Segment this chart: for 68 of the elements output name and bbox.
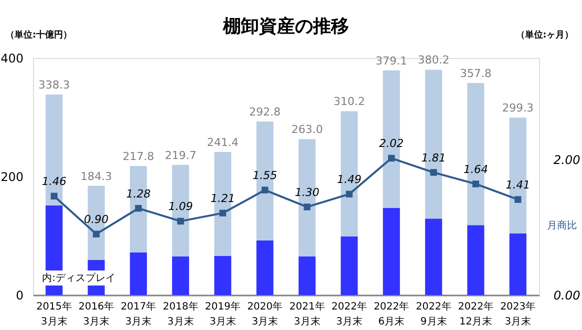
point [92,230,100,238]
total-label: 338.3 [38,78,70,92]
y-axis-title: （単位:十億円） [6,30,72,40]
point [346,190,353,198]
x-tick-label: 2020年 3月末 [247,300,283,328]
total-label: 379.1 [376,54,408,68]
x-tick-label: 2022年 9月末 [416,300,452,328]
x-tick-label: 2015年 3月末 [36,300,72,328]
point [50,192,58,200]
y-tick-label: 0 [16,288,24,302]
y2-axis-title: （単位:ヶ月） [516,30,574,40]
point [472,180,480,188]
total-label: 380.2 [418,54,450,67]
point [135,204,142,212]
chart-title: 棚卸資産の推移 [222,16,349,37]
bar [214,256,232,295]
y2-tick-label: 0.00 [554,288,581,302]
data-label: 0.90 [84,213,108,226]
data-label: 1.21 [210,192,235,206]
data-label: 1.46 [42,175,66,188]
point [219,210,226,216]
data-label: 1.49 [337,173,362,186]
bar [467,225,484,295]
point [388,154,395,162]
x-tick-label: 2022年 3月末 [332,300,367,328]
total-label: 357.8 [460,67,492,80]
x-tick-label: 2019年 3月末 [205,300,240,328]
bar [509,233,526,295]
data-label: 1.28 [126,187,151,200]
data-label: 2.02 [379,137,404,150]
bar [130,252,147,295]
total-label: 310.2 [334,95,365,108]
x-tick-label: 2022年 12月末 [458,300,494,328]
total-label: 241.4 [207,136,238,149]
x-tick-label: 2023年 3月末 [500,300,536,328]
data-label: 1.81 [421,151,446,164]
bar [172,256,190,295]
y-tick-label: 400 [0,52,24,66]
text: 月商比 [547,220,577,232]
series-label: 内:ディスプレイ [42,272,116,284]
data-label: 1.55 [252,169,278,182]
x-tick-label: 2017年 3月末 [120,300,156,328]
data-label: 1.09 [168,200,193,214]
total-label: 217.8 [122,150,154,163]
bar [382,208,400,295]
point [430,169,437,176]
x-tick-label: 2018年 3月末 [162,300,198,328]
point [177,218,184,225]
bar [298,256,316,295]
bar [256,240,274,295]
point [514,196,522,203]
data-label: 1.30 [294,186,320,199]
total-label: 184.3 [80,170,112,183]
x-tick-label: 2022年 6月末 [374,300,410,328]
data-label: 1.64 [464,162,488,176]
bar [340,236,358,295]
y2-tick-label: 2.00 [554,153,581,168]
total-label: 219.7 [164,148,196,162]
bar [425,218,442,295]
x-tick-label: 2021年 3月末 [289,300,325,328]
point [262,186,268,194]
total-label: 263.0 [291,123,323,136]
total-label: 292.8 [249,106,281,119]
y-tick-label: 200 [0,170,24,184]
total-label: 299.3 [502,102,534,115]
x-tick-label: 2016年 3月末 [78,300,114,328]
data-label: 1.41 [506,178,530,192]
point [304,204,310,210]
